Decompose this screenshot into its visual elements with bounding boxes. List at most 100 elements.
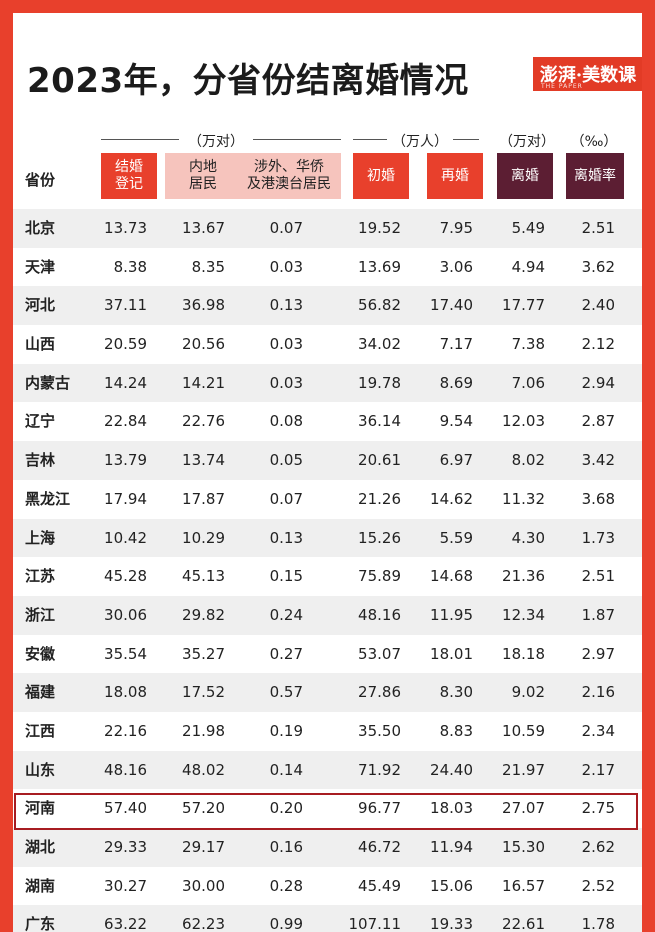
cell-foreign: 0.24 bbox=[269, 605, 303, 624]
cell-remarriage: 24.40 bbox=[430, 760, 473, 779]
cell-province: 北京 bbox=[25, 219, 56, 237]
data-table: 北京 13.73 13.67 0.07 19.52 7.95 5.49 2.51 天津 8.38… bbox=[13, 209, 642, 932]
cell-province: 湖北 bbox=[25, 838, 56, 856]
cell-divorce: 8.02 bbox=[511, 451, 545, 470]
cell-divorce-rate: 3.62 bbox=[581, 257, 615, 276]
header-mainland-line2: 居民 bbox=[189, 176, 217, 192]
table-row: 黑龙江 17.94 17.87 0.07 21.26 14.62 11.32 3.68 bbox=[13, 480, 642, 519]
cell-first-marriage: 19.78 bbox=[358, 373, 401, 392]
cell-marriage: 13.79 bbox=[104, 451, 147, 470]
table-row: 湖南 30.27 30.00 0.28 45.49 15.06 16.57 2.52 bbox=[13, 867, 642, 906]
table-row: 山西 20.59 20.56 0.03 34.02 7.17 7.38 2.12 bbox=[13, 325, 642, 364]
cell-mainland: 36.98 bbox=[182, 296, 225, 315]
cell-marriage: 14.24 bbox=[104, 373, 147, 392]
cell-province: 黑龙江 bbox=[25, 489, 71, 508]
table-row: 江西 22.16 21.98 0.19 35.50 8.83 10.59 2.34 bbox=[13, 712, 642, 751]
cell-divorce: 11.32 bbox=[502, 489, 545, 508]
cell-divorce-rate: 2.52 bbox=[581, 876, 615, 895]
header-group-breakdown: 内地 居民 涉外、华侨 及港澳台居民 bbox=[165, 153, 341, 199]
table-row: 上海 10.42 10.29 0.13 15.26 5.59 4.30 1.73 bbox=[13, 518, 642, 558]
unit-label-permille: （‰） bbox=[570, 134, 618, 150]
cell-province: 内蒙古 bbox=[25, 373, 71, 392]
header-marriage-registration: 结婚 登记 bbox=[101, 153, 157, 199]
cell-remarriage: 7.95 bbox=[439, 219, 473, 237]
cell-marriage: 17.94 bbox=[104, 489, 147, 508]
header-first-marriage: 初婚 bbox=[353, 153, 409, 199]
cell-marriage: 20.59 bbox=[104, 335, 147, 354]
cell-divorce-rate: 2.17 bbox=[581, 760, 615, 779]
cell-foreign: 0.16 bbox=[269, 838, 303, 856]
logo-text: 澎湃·美数课 bbox=[539, 65, 637, 86]
cell-mainland: 17.52 bbox=[182, 683, 225, 702]
cell-foreign: 0.14 bbox=[269, 760, 303, 779]
cell-divorce: 12.03 bbox=[502, 412, 545, 431]
cell-divorce-rate: 2.51 bbox=[581, 567, 615, 586]
cell-first-marriage: 96.77 bbox=[358, 799, 401, 818]
infographic-card: 2023年，分省份结离婚情况 澎湃·美数课 THE PAPER （万对） （万人… bbox=[13, 13, 642, 932]
table-row: 广东 63.22 62.23 0.99 107.11 19.33 22.61 1.78 bbox=[13, 905, 642, 932]
cell-mainland: 13.67 bbox=[182, 219, 225, 237]
cell-first-marriage: 36.14 bbox=[358, 412, 401, 431]
table-row-highlighted: 河南 57.40 57.20 0.20 96.77 18.03 27.07 2.75 bbox=[13, 789, 642, 828]
header-marriage-line2: 登记 bbox=[115, 176, 143, 192]
header-foreign: 涉外、华侨 及港澳台居民 bbox=[239, 159, 339, 193]
cell-divorce: 5.49 bbox=[511, 219, 545, 237]
cell-foreign: 0.03 bbox=[269, 373, 303, 392]
cell-province: 山东 bbox=[25, 760, 56, 779]
cell-mainland: 35.27 bbox=[182, 644, 225, 663]
cell-first-marriage: 15.26 bbox=[358, 528, 401, 547]
cell-province: 浙江 bbox=[25, 605, 56, 624]
cell-divorce-rate: 1.73 bbox=[581, 528, 615, 547]
cell-foreign: 0.03 bbox=[269, 335, 303, 354]
cell-remarriage: 11.94 bbox=[430, 838, 473, 856]
cell-mainland: 29.82 bbox=[182, 605, 225, 624]
table-row: 安徽 35.54 35.27 0.27 53.07 18.01 18.18 2.97 bbox=[13, 635, 642, 674]
cell-divorce: 17.77 bbox=[502, 296, 545, 315]
cell-remarriage: 7.17 bbox=[439, 335, 473, 354]
cell-divorce-rate: 2.87 bbox=[581, 412, 615, 431]
cell-first-marriage: 53.07 bbox=[358, 644, 401, 663]
table-row: 北京 13.73 13.67 0.07 19.52 7.95 5.49 2.51 bbox=[13, 209, 642, 248]
cell-divorce: 12.34 bbox=[502, 605, 545, 624]
cell-foreign: 0.05 bbox=[269, 451, 303, 470]
table-row: 河北 37.11 36.98 0.13 56.82 17.40 17.77 2.40 bbox=[13, 286, 642, 326]
cell-province: 江苏 bbox=[25, 567, 56, 586]
cell-divorce: 15.30 bbox=[502, 838, 545, 856]
unit-label-wan-dui-divorce: （万对） bbox=[499, 134, 555, 150]
cell-foreign: 0.07 bbox=[269, 219, 303, 237]
cell-first-marriage: 56.82 bbox=[358, 296, 401, 315]
cell-province: 吉林 bbox=[25, 451, 56, 470]
cell-mainland: 57.20 bbox=[182, 799, 225, 818]
cell-province: 安徽 bbox=[25, 644, 56, 663]
cell-divorce: 21.97 bbox=[502, 760, 545, 779]
cell-foreign: 0.08 bbox=[269, 412, 303, 431]
cell-province: 山西 bbox=[25, 335, 56, 354]
cell-marriage: 37.11 bbox=[104, 296, 147, 315]
table-row: 天津 8.38 8.35 0.03 13.69 3.06 4.94 3.62 bbox=[13, 248, 642, 287]
cell-divorce-rate: 3.42 bbox=[581, 451, 615, 470]
cell-mainland: 13.74 bbox=[182, 451, 225, 470]
cell-remarriage: 19.33 bbox=[430, 915, 473, 932]
cell-first-marriage: 13.69 bbox=[358, 257, 401, 276]
unit-label-wan-dui: （万对） bbox=[188, 134, 244, 150]
logo-subtext: THE PAPER bbox=[541, 83, 583, 90]
header-divorce-rate: 离婚率 bbox=[566, 153, 624, 199]
cell-remarriage: 6.97 bbox=[439, 451, 473, 470]
cell-remarriage: 11.95 bbox=[430, 605, 473, 624]
header-foreign-line2: 及港澳台居民 bbox=[247, 176, 331, 192]
cell-marriage: 45.28 bbox=[104, 567, 147, 586]
cell-first-marriage: 34.02 bbox=[358, 335, 401, 354]
cell-divorce-rate: 2.12 bbox=[581, 335, 615, 354]
cell-remarriage: 18.01 bbox=[430, 644, 473, 663]
cell-divorce-rate: 2.16 bbox=[581, 683, 615, 702]
cell-first-marriage: 46.72 bbox=[358, 838, 401, 856]
cell-foreign: 0.57 bbox=[269, 683, 303, 702]
header-mainland-line1: 内地 bbox=[189, 159, 217, 175]
cell-marriage: 63.22 bbox=[104, 915, 147, 932]
cell-remarriage: 3.06 bbox=[439, 257, 473, 276]
cell-marriage: 10.42 bbox=[104, 528, 147, 547]
table-row: 江苏 45.28 45.13 0.15 75.89 14.68 21.36 2.51 bbox=[13, 557, 642, 596]
cell-divorce: 4.30 bbox=[511, 528, 545, 547]
cell-province: 辽宁 bbox=[25, 412, 56, 431]
cell-foreign: 0.13 bbox=[269, 296, 303, 315]
